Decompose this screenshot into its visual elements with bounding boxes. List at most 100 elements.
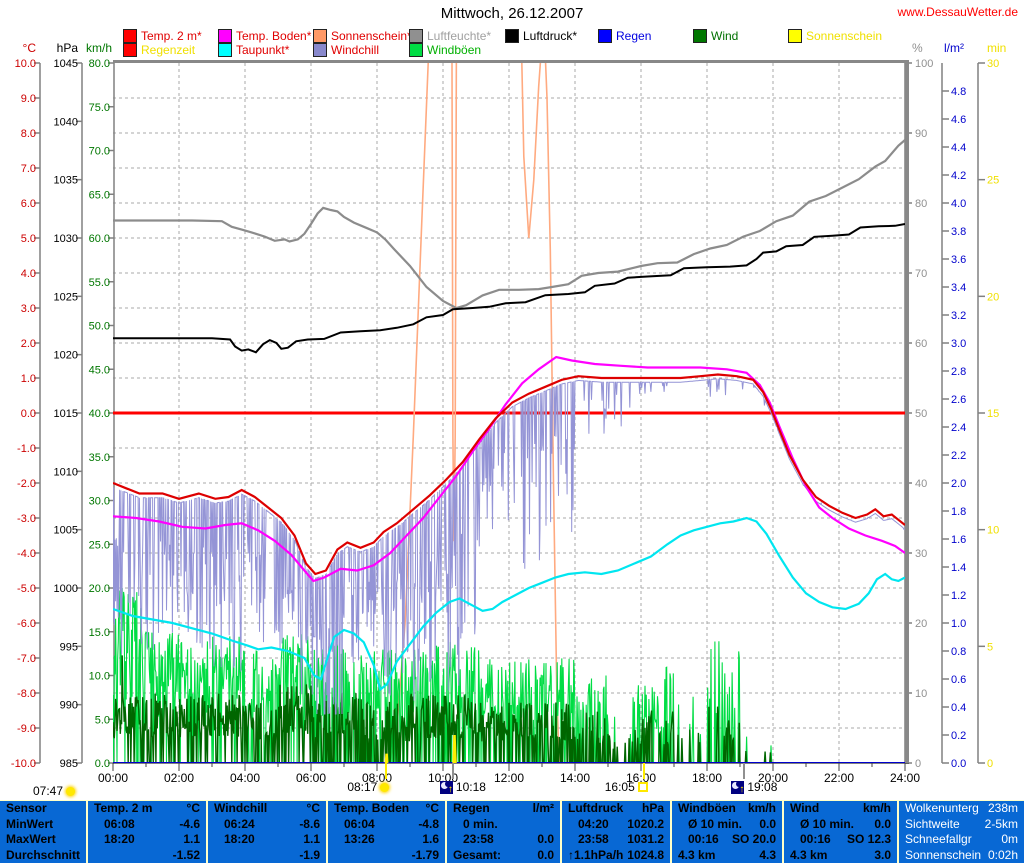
cell-left: Luftdruck bbox=[568, 801, 624, 815]
tick-label: 7.0 bbox=[21, 163, 36, 175]
table-col-temp-boden: Temp. Boden °C 06:04 -4.8 13:26 1.6 -1.79 bbox=[326, 801, 445, 863]
cell-right: 0:02h bbox=[987, 848, 1018, 863]
cell-left: 00:16 bbox=[688, 832, 719, 847]
tick-label: 20.0 bbox=[89, 583, 110, 595]
cell-left: Durchschnitt bbox=[6, 848, 81, 863]
cell-right: l/m² bbox=[532, 801, 554, 815]
legend-swatch-regenzeit bbox=[123, 43, 137, 57]
cell-left: Ø 10 min. bbox=[800, 816, 855, 831]
tick-label: 20 bbox=[987, 291, 999, 303]
tick-label: 15 bbox=[987, 408, 999, 420]
cell-right: -4.6 bbox=[179, 816, 200, 831]
cell-left: 13:26 bbox=[344, 832, 375, 847]
cell-right: -1.79 bbox=[411, 848, 439, 863]
tick-label: 50 bbox=[915, 408, 927, 420]
page-title: Mittwoch, 26.12.2007 bbox=[440, 5, 584, 22]
cell-left: ↑1.1hPa/h bbox=[568, 848, 624, 863]
time-tick-label: 18:00 bbox=[692, 771, 722, 785]
time-tick-label: 06:00 bbox=[296, 771, 326, 785]
cell-left: Temp. 2 m bbox=[94, 801, 153, 815]
sun-icon bbox=[380, 782, 390, 792]
cell-left: Sichtweite bbox=[905, 816, 960, 831]
tick-label: 2.0 bbox=[951, 478, 966, 490]
tick-label: 70 bbox=[915, 268, 927, 280]
marker-stem bbox=[642, 763, 645, 779]
tick-label: -5.0 bbox=[17, 583, 36, 595]
tick-label: 1.0 bbox=[951, 618, 966, 630]
cell-left: Temp. Boden bbox=[334, 801, 410, 815]
legend-swatch-sonnenschein bbox=[313, 29, 327, 43]
tick-label: 9.0 bbox=[21, 93, 36, 105]
legend-swatch-luftdruck bbox=[505, 29, 519, 43]
cell-right: 0.0 bbox=[874, 816, 891, 831]
cell-left: Regen bbox=[453, 801, 490, 815]
tick-label: 10 bbox=[915, 688, 927, 700]
legend-label: Regen bbox=[616, 29, 652, 43]
axis-unit-hpa: hPa bbox=[57, 41, 79, 55]
tick-label: 990 bbox=[60, 700, 78, 712]
site-url-link[interactable]: www.DessauWetter.de bbox=[897, 5, 1019, 19]
tick-label: 2.8 bbox=[951, 366, 966, 378]
tick-label: 1.0 bbox=[21, 373, 36, 385]
cell-right: 238m bbox=[987, 801, 1018, 815]
axis-unit-lm2: l/m² bbox=[944, 41, 964, 55]
table-col-temp-2-m: Temp. 2 m °C 06:08 -4.6 18:20 1.1 -1.52 bbox=[86, 801, 206, 863]
tick-label: 30 bbox=[915, 548, 927, 560]
marker-time: 10:18 bbox=[455, 780, 486, 794]
tick-label: 50.0 bbox=[89, 321, 110, 333]
cell-right: -1.9 bbox=[299, 848, 320, 863]
tick-label: 1045 bbox=[54, 58, 78, 70]
marker-time: 16:05 bbox=[604, 780, 635, 794]
legend-label: Regenzeit bbox=[141, 43, 196, 57]
tick-label: 1.8 bbox=[951, 506, 966, 518]
sunset-square-icon bbox=[637, 782, 648, 792]
tick-label: -2.0 bbox=[17, 478, 36, 490]
tick-label: 8.0 bbox=[21, 128, 36, 140]
tick-label: 0.0 bbox=[21, 408, 36, 420]
cell-right: 1020.2 bbox=[627, 816, 664, 831]
axis-kmh: km/h 80.0 75.0 70.0 65.0 60.0 55.0 50.0 45.0 40.0… bbox=[86, 41, 115, 770]
time-tick-label: 12:00 bbox=[494, 771, 524, 785]
axis-unit-kmh: km/h bbox=[86, 41, 112, 55]
legend-item-temp-boden: Temp. Boden* bbox=[218, 29, 311, 43]
marker-07-47: 07:47 bbox=[33, 784, 76, 798]
legend-item-windb-en: Windböen bbox=[409, 43, 481, 57]
cell-left: 06:04 bbox=[344, 816, 375, 831]
cell-left: Windchill bbox=[214, 801, 268, 815]
cell-left: 06:24 bbox=[224, 816, 255, 831]
cell-left: 06:08 bbox=[104, 816, 135, 831]
series-sonnenschein-gemessen bbox=[452, 734, 457, 763]
tick-label: 5.0 bbox=[95, 714, 110, 726]
legend-item-sonnenschein: Sonnenschein bbox=[788, 29, 882, 43]
series-sonnenschein-gemessen bbox=[384, 753, 389, 763]
tick-label: 0.0 bbox=[95, 758, 110, 770]
cell-right: 2-5km bbox=[984, 816, 1018, 831]
table-col-windchill: Windchill °C 06:24 -8.6 18:20 1.1 -1.9 bbox=[206, 801, 326, 863]
legend-swatch-wind bbox=[693, 29, 707, 43]
legend-swatch-temp-2-m bbox=[123, 29, 137, 43]
cell-right: km/h bbox=[862, 801, 891, 815]
tick-label: -6.0 bbox=[17, 618, 36, 630]
weather-chart: °C 10.0 9.0 8.0 7.0 6.0 5.0 4.0 3.0 2.0 1.0 0.0 -1.0… bbox=[11, 41, 1006, 785]
tick-label: 3.0 bbox=[21, 303, 36, 315]
tick-label: -1.0 bbox=[17, 443, 36, 455]
tick-label: 30 bbox=[987, 58, 999, 70]
tick-label: 75.0 bbox=[89, 102, 110, 114]
tick-label: -7.0 bbox=[17, 653, 36, 665]
cell-right: °C bbox=[306, 801, 320, 815]
tick-label: 1.2 bbox=[951, 590, 966, 602]
series-sonnenschein-berechnet bbox=[389, 63, 560, 763]
tick-label: 3.0 bbox=[951, 338, 966, 350]
tick-label: 60.0 bbox=[89, 233, 110, 245]
tick-label: 4.0 bbox=[951, 198, 966, 210]
legend-item-wind: Wind bbox=[693, 29, 738, 43]
legend-label: Luftfeuchte* bbox=[427, 29, 492, 43]
time-tick-label: 16:00 bbox=[626, 771, 656, 785]
cell-right: -1.52 bbox=[172, 848, 200, 863]
tick-label: 6.0 bbox=[21, 198, 36, 210]
tick-label: 995 bbox=[60, 641, 78, 653]
marker-time: 19:08 bbox=[747, 780, 778, 794]
moon-icon: ↑ bbox=[439, 780, 453, 794]
tick-label: 0.8 bbox=[951, 646, 966, 658]
